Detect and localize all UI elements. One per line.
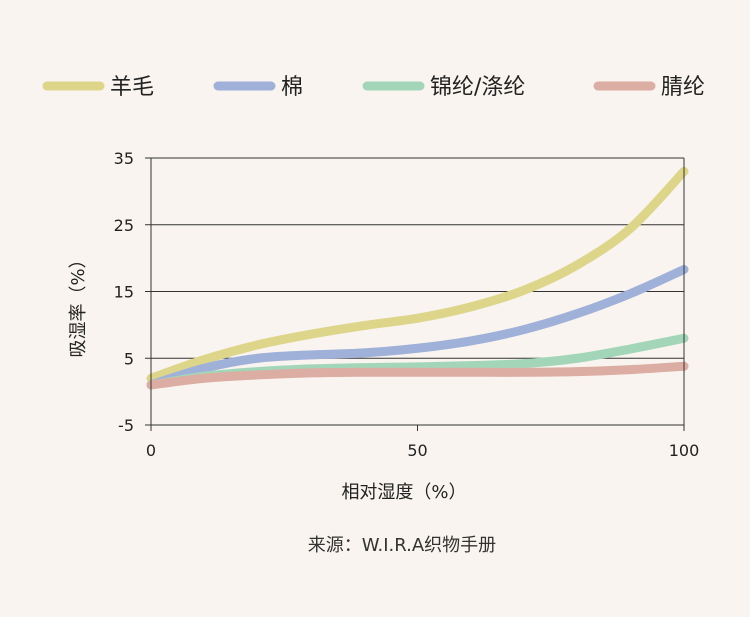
series-line-2 bbox=[146, 264, 689, 390]
x-tick-label: 100 bbox=[669, 441, 700, 460]
legend: 羊毛 棉 锦纶/涤纶 腈纶 bbox=[42, 75, 705, 100]
x-axis-label: 相对湿度（%） bbox=[341, 482, 466, 503]
legend-label: 棉 bbox=[281, 75, 303, 100]
axes: -5 5 15 25 35 0 50 100 bbox=[114, 149, 700, 460]
grid-lines bbox=[151, 157, 684, 426]
y-tick-label: 35 bbox=[114, 149, 134, 168]
x-tick-label: 0 bbox=[146, 441, 156, 460]
x-tick-label: 50 bbox=[407, 441, 427, 460]
series-line-1 bbox=[146, 166, 689, 383]
legend-label: 羊毛 bbox=[110, 75, 154, 100]
y-tick-label: -5 bbox=[118, 416, 134, 435]
y-tick-label: 25 bbox=[114, 216, 134, 235]
series-lines bbox=[146, 166, 689, 390]
y-tick-label: 15 bbox=[114, 283, 134, 302]
series-line-4 bbox=[146, 361, 689, 390]
legend-label: 锦纶/涤纶 bbox=[430, 75, 525, 100]
legend-label: 腈纶 bbox=[661, 75, 705, 100]
source-note: 来源：W.I.R.A织物手册 bbox=[308, 535, 496, 556]
y-tick-label: 5 bbox=[124, 349, 134, 368]
y-axis-label: 吸湿率（%） bbox=[68, 250, 89, 357]
